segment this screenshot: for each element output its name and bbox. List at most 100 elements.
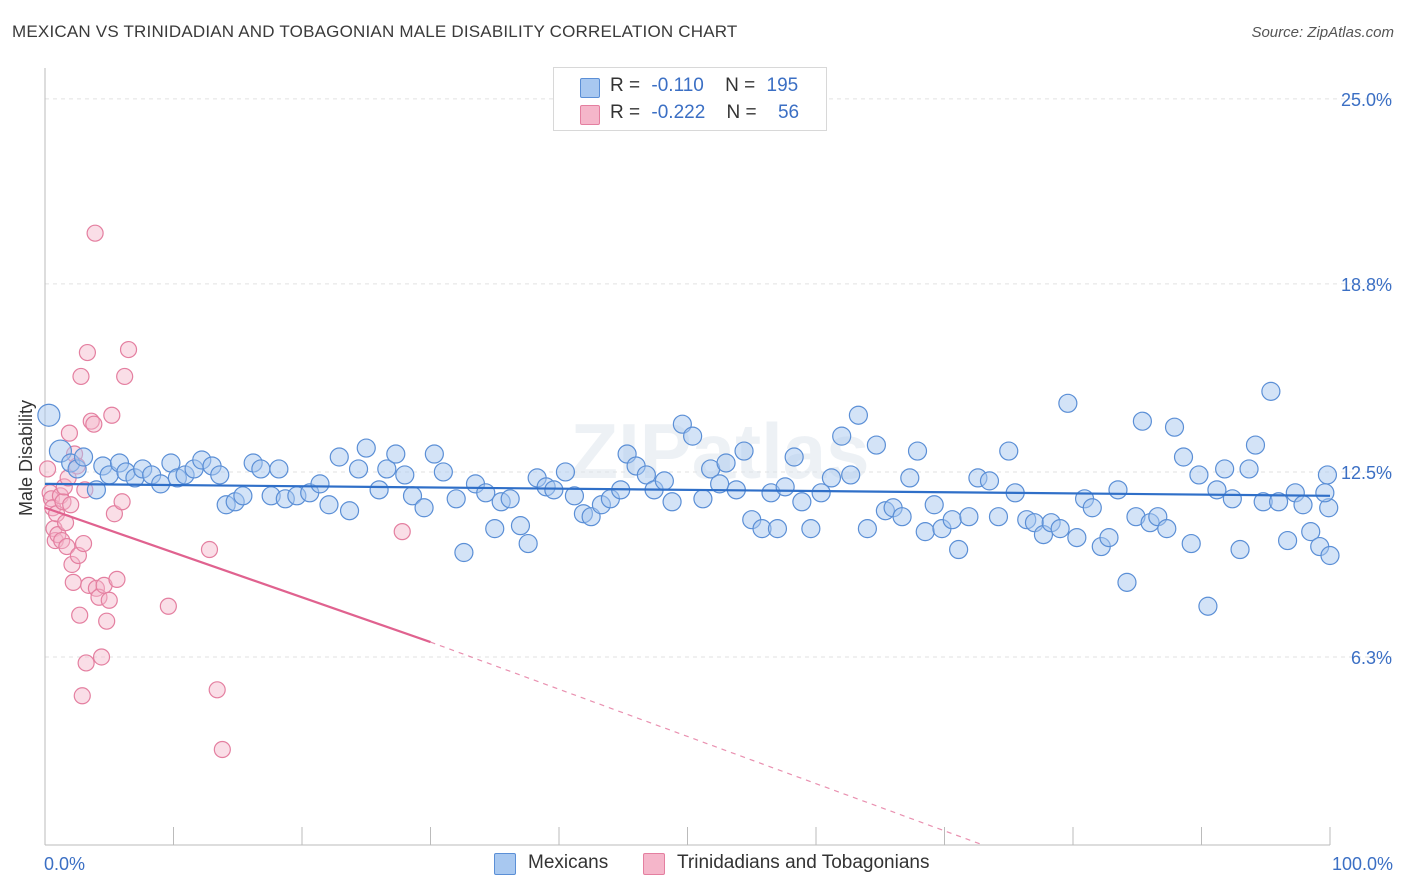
mexican-point (716, 453, 736, 473)
mexican-point (1315, 483, 1335, 503)
mexican-point (892, 507, 912, 527)
trinidadian-point (98, 612, 116, 630)
mexican-point (907, 441, 928, 461)
trinidadian-point (159, 597, 177, 615)
mexican-point (821, 468, 842, 488)
mexican-point (654, 471, 674, 491)
mexican-point (1222, 489, 1242, 509)
trinidadian-point (58, 537, 76, 556)
mexican-point (1164, 417, 1185, 437)
legend-swatch-blue (580, 78, 600, 98)
mexican-point (1215, 459, 1235, 479)
mexican-point (767, 519, 788, 539)
trinidadian-points (38, 224, 411, 759)
trinidadian-point (82, 412, 100, 430)
axes (44, 68, 1331, 846)
x-tick-label: 0.0% (44, 854, 85, 874)
gridlines (45, 98, 1392, 658)
mexican-point (857, 519, 878, 539)
mexican-point (792, 492, 812, 512)
legend-swatch-pink (580, 105, 600, 125)
mexican-point (693, 489, 713, 509)
mexican-point (1189, 465, 1209, 485)
mexican-point (1082, 498, 1102, 518)
mexican-point (1050, 519, 1070, 539)
legend-r-label: R = (610, 75, 641, 96)
mexican-point (564, 486, 585, 506)
mexican-point (1317, 465, 1338, 485)
mexican-point (979, 471, 1000, 491)
mexican-point (433, 462, 453, 482)
mexican-point (1173, 447, 1194, 467)
bottom-legend-label: Mexicans (528, 852, 609, 873)
mexican-point (339, 501, 360, 521)
mexican-point (1181, 533, 1201, 554)
trinidadian-point (73, 687, 91, 705)
legend-r-value: -0.222 (651, 102, 706, 123)
mexican-point (210, 465, 230, 485)
legend-n-label: N = (725, 75, 756, 96)
mexican-point (329, 447, 349, 467)
legend-n-value: 195 (766, 75, 799, 96)
trinidadian-point (103, 406, 121, 424)
mexican-point (832, 426, 852, 446)
mexican-point (233, 486, 253, 506)
mexican-point (734, 441, 754, 461)
tick-labels: 6.3% 12.5% 18.8% 25.0% 0.0% 100.0% (44, 90, 1393, 874)
trinidadian-point (63, 555, 81, 574)
mexican-point (1239, 459, 1259, 479)
x-tick-label: 100.0% (1332, 854, 1393, 874)
trinidadian-point (78, 343, 97, 362)
y-tick-label: 12.5% (1341, 463, 1392, 483)
legend-r-value: -0.110 (651, 75, 704, 96)
mexican-point (866, 435, 886, 455)
mexican-point (395, 465, 415, 485)
trinidadian-point (55, 478, 73, 496)
trinidadian-point (116, 367, 134, 386)
mexican-point (775, 477, 795, 497)
mexican-point (710, 474, 730, 494)
y-tick-label: 18.8% (1341, 275, 1392, 295)
y-tick-label: 6.3% (1351, 648, 1392, 668)
trinidadian-point (208, 681, 226, 699)
trinidadian-point (100, 591, 118, 609)
trinidadian-point (77, 654, 95, 672)
bottom-legend-swatch-blue (494, 853, 516, 875)
mexican-point (251, 459, 271, 479)
mexican-point (369, 480, 389, 500)
mexican-point (414, 498, 434, 518)
trinidadian-point (60, 424, 79, 442)
mexican-point (73, 447, 94, 467)
trinidadian-trend-extension (430, 641, 984, 846)
mexican-point (1058, 393, 1078, 413)
mexican-point (1157, 519, 1177, 539)
mexican-point (636, 465, 656, 485)
mexican-point (1261, 381, 1281, 401)
mexican-point (988, 507, 1009, 527)
mexican-point (500, 489, 520, 509)
mexican-point (1132, 411, 1152, 431)
mexican-point (924, 495, 944, 515)
mexican-point (269, 459, 289, 479)
mexican-point (915, 522, 935, 542)
bottom-legend-label: Trinidadians and Tobagonians (677, 852, 930, 873)
mexican-point (348, 459, 369, 479)
legend-r-label: R = (610, 102, 641, 123)
bottom-legend-swatch-pink (643, 853, 665, 875)
mexican-point (683, 426, 703, 446)
mexican-point (801, 519, 821, 539)
trinidadian-point (108, 570, 126, 588)
trend-lines (44, 482, 1331, 846)
mexican-point (319, 495, 339, 515)
source-label: Source: ZipAtlas.com (1251, 24, 1394, 41)
trinidadian-point (105, 505, 123, 523)
mexican-point (510, 516, 531, 536)
mexican-point (784, 447, 804, 467)
y-tick-label: 25.0% (1341, 90, 1392, 110)
mexican-point (949, 539, 969, 560)
mexican-point (1320, 545, 1340, 566)
mexican-point (37, 403, 61, 427)
chart-title: MEXICAN VS TRINIDADIAN AND TOBAGONIAN MA… (12, 22, 738, 41)
mexican-point (1277, 530, 1298, 551)
mexican-point (942, 510, 962, 530)
